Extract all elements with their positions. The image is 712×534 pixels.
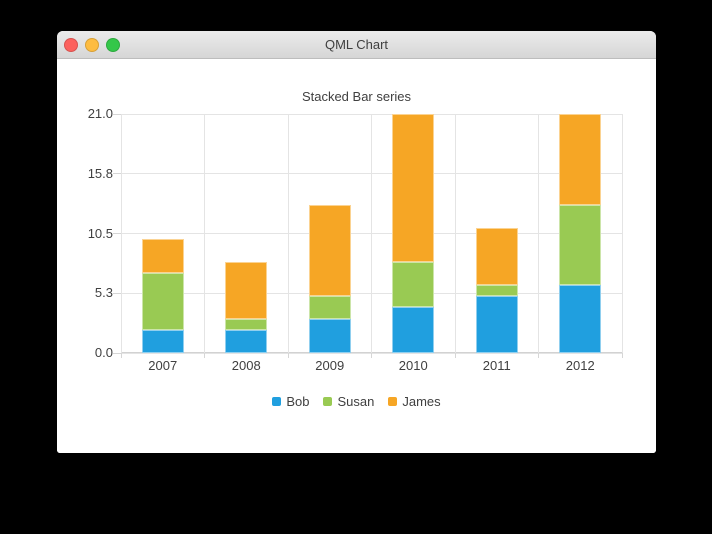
- x-tick-label: 2012: [565, 358, 595, 373]
- bar-segment: [308, 205, 351, 297]
- legend-marker: [388, 397, 398, 406]
- legend-label: Susan: [337, 394, 375, 409]
- grid-line-v: [287, 114, 289, 353]
- grid-line-v: [454, 114, 456, 353]
- x-axis-tick: [621, 353, 623, 358]
- y-tick-label: 0.0: [94, 345, 113, 360]
- x-axis-tick: [120, 353, 122, 358]
- bar-segment: [475, 296, 518, 353]
- x-tick-label: 2009: [315, 358, 345, 373]
- grid-line-v: [120, 114, 122, 353]
- window-title: QML Chart: [324, 37, 389, 52]
- bar-segment: [559, 284, 602, 353]
- bar-segment: [392, 261, 435, 308]
- close-button[interactable]: [64, 37, 78, 52]
- bar-segment: [475, 227, 518, 285]
- x-tick-label: 2007: [148, 358, 178, 373]
- zoom-button[interactable]: [106, 37, 120, 52]
- bar-segment: [392, 114, 435, 262]
- bar-segment: [141, 273, 184, 331]
- bar-segment: [141, 239, 184, 274]
- y-axis-tick: [113, 292, 121, 294]
- grid-line-v: [204, 114, 205, 353]
- legend: Bob Susan James: [57, 393, 656, 410]
- bar-segment: [308, 318, 351, 353]
- bar-segment: [141, 330, 184, 353]
- grid-line-v: [538, 114, 539, 353]
- bar-segment: [225, 261, 268, 319]
- legend-item: Bob: [272, 394, 309, 409]
- x-axis-tick: [204, 353, 205, 358]
- legend-item: James: [388, 394, 441, 409]
- chart-title: Stacked Bar series: [301, 89, 412, 104]
- y-tick-label: 10.5: [87, 225, 113, 241]
- y-tick-label: 15.8: [87, 165, 113, 181]
- legend-label: Bob: [286, 394, 310, 409]
- x-axis-tick: [538, 353, 539, 358]
- x-axis-tick: [287, 353, 289, 358]
- legend-marker: [272, 397, 282, 406]
- y-tick-label: 5.3: [94, 285, 113, 301]
- x-tick-label: 2011: [482, 358, 511, 373]
- x-axis-tick: [371, 353, 372, 358]
- minimize-button[interactable]: [85, 37, 99, 52]
- app-window: QML Chart Stacked Bar series 0.0 5.3 10.5 1…: [57, 31, 656, 453]
- legend-item: Susan: [323, 394, 374, 409]
- grid-line-v: [371, 114, 372, 353]
- bar-segment: [225, 330, 268, 353]
- y-axis-tick: [113, 233, 121, 234]
- bar-segment: [225, 318, 268, 331]
- bar-segment: [392, 307, 435, 353]
- window-titlebar[interactable]: QML Chart: [57, 31, 656, 59]
- grid-line-v: [621, 114, 623, 353]
- traffic-lights: [57, 37, 120, 52]
- y-axis-tick: [113, 352, 121, 354]
- bar-segment: [559, 205, 602, 285]
- x-axis-tick: [454, 353, 456, 358]
- x-tick-label: 2010: [398, 358, 428, 373]
- y-axis-tick: [113, 113, 121, 115]
- bar-segment: [308, 296, 351, 319]
- chart-view: Stacked Bar series 0.0 5.3 10.5 15.8 21.0 200…: [57, 59, 656, 453]
- y-axis-tick: [113, 173, 121, 175]
- legend-label: James: [402, 394, 441, 409]
- legend-marker: [323, 397, 333, 406]
- x-tick-label: 2008: [231, 358, 261, 373]
- y-tick-label: 21.0: [87, 106, 113, 121]
- plot-area: 0.0 5.3 10.5 15.8 21.0 2007 2008 2009 2010 2011 20…: [88, 107, 623, 373]
- bar-segment: [475, 284, 518, 297]
- bar-segment: [559, 114, 602, 206]
